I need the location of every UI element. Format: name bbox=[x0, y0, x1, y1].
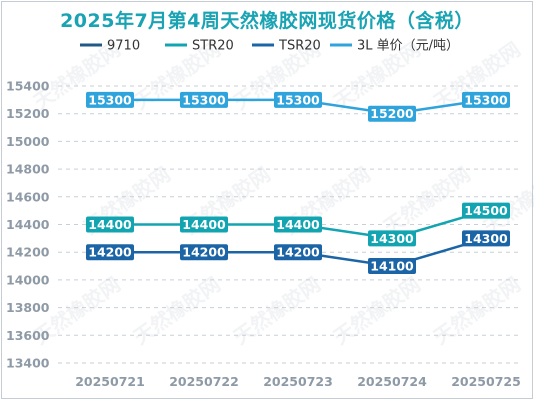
data-label-box bbox=[368, 258, 416, 275]
watermark-text: 天然橡胶网 bbox=[129, 272, 225, 349]
x-tick-label: 20250721 bbox=[75, 374, 145, 389]
chart-title: 2025年7月第4周天然橡胶网现货价格（含税） bbox=[60, 10, 474, 32]
watermark-text: 天然橡胶网 bbox=[229, 272, 325, 349]
y-tick-label: 13400 bbox=[6, 356, 50, 371]
data-label-box bbox=[86, 91, 134, 108]
legend-label: 3L 单价（元/吨） bbox=[357, 39, 459, 54]
data-label-box bbox=[86, 244, 134, 261]
data-label-box bbox=[180, 216, 228, 233]
data-label: 14300 bbox=[464, 231, 508, 246]
y-tick-label: 13600 bbox=[6, 328, 50, 343]
data-label: 14300 bbox=[370, 231, 414, 246]
y-tick-label: 13800 bbox=[6, 300, 50, 315]
data-label-box bbox=[368, 230, 416, 247]
legend-label: 9710 bbox=[107, 39, 140, 54]
data-label: 15300 bbox=[88, 92, 132, 107]
y-tick-label: 14600 bbox=[6, 189, 50, 204]
data-label-box bbox=[368, 105, 416, 122]
legend-label: TSR20 bbox=[278, 39, 321, 54]
data-label: 14400 bbox=[276, 217, 320, 232]
data-label-box bbox=[274, 216, 322, 233]
data-label-box bbox=[180, 91, 228, 108]
data-label-box bbox=[180, 244, 228, 261]
x-tick-label: 20250725 bbox=[451, 374, 521, 389]
data-label-box bbox=[274, 91, 322, 108]
data-label-box bbox=[462, 91, 510, 108]
data-label-box bbox=[274, 244, 322, 261]
y-tick-label: 14200 bbox=[6, 245, 50, 260]
data-label-box bbox=[462, 230, 510, 247]
data-label: 15200 bbox=[370, 106, 414, 121]
y-tick-label: 14800 bbox=[6, 162, 50, 177]
y-tick-label: 15000 bbox=[6, 134, 50, 149]
data-label: 14500 bbox=[464, 203, 508, 218]
data-label: 14200 bbox=[276, 245, 320, 260]
x-tick-label: 20250723 bbox=[263, 374, 333, 389]
y-tick-label: 15200 bbox=[6, 106, 50, 121]
data-label: 15300 bbox=[182, 92, 226, 107]
y-tick-label: 15400 bbox=[6, 79, 50, 94]
data-label: 14200 bbox=[88, 245, 132, 260]
watermark-text: 天然橡胶网 bbox=[429, 272, 525, 349]
data-label-box bbox=[462, 202, 510, 219]
data-label: 14200 bbox=[182, 245, 226, 260]
data-label: 14400 bbox=[88, 217, 132, 232]
watermark-text: 天然橡胶网 bbox=[479, 162, 534, 239]
y-tick-label: 14400 bbox=[6, 217, 50, 232]
data-label: 15300 bbox=[464, 92, 508, 107]
data-label: 14100 bbox=[370, 259, 414, 274]
watermark-text: 天然橡胶网 bbox=[329, 272, 425, 349]
data-label: 14400 bbox=[182, 217, 226, 232]
y-tick-label: 14000 bbox=[6, 272, 50, 287]
data-label: 15300 bbox=[276, 92, 320, 107]
legend-label: STR20 bbox=[192, 39, 234, 54]
x-tick-label: 20250722 bbox=[169, 374, 239, 389]
x-tick-label: 20250724 bbox=[357, 374, 427, 389]
data-label-box bbox=[86, 216, 134, 233]
